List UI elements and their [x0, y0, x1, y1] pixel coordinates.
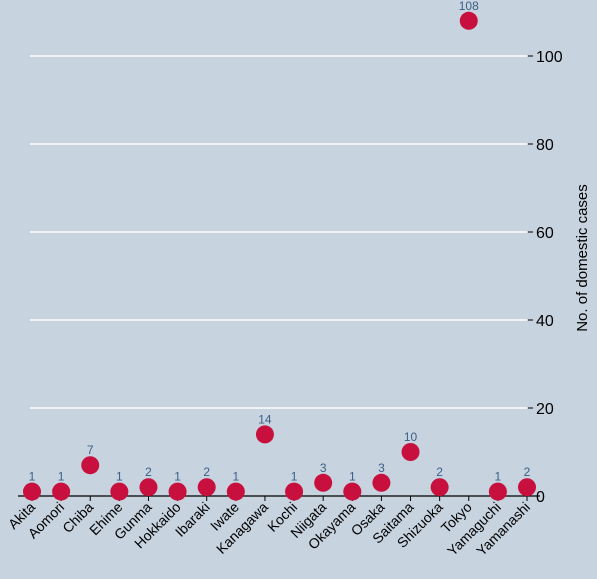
data-label: 1	[174, 470, 181, 484]
y-tick-label: 60	[536, 225, 554, 242]
data-label: 2	[436, 465, 443, 479]
data-label: 2	[145, 465, 152, 479]
data-label: 1	[29, 470, 36, 484]
data-label: 7	[87, 443, 94, 457]
data-point	[488, 482, 507, 501]
y-tick-label: 80	[536, 137, 554, 154]
grid-layer	[30, 55, 527, 409]
data-point	[343, 482, 362, 501]
y-tick-label: 0	[536, 489, 545, 506]
data-label: 3	[320, 461, 327, 475]
data-point	[23, 482, 41, 501]
y-tick-label: 40	[536, 313, 554, 330]
data-point	[255, 425, 274, 444]
data-label: 2	[524, 465, 531, 479]
data-point	[314, 473, 333, 492]
data-label: 1	[58, 470, 65, 484]
data-label: 108	[459, 0, 479, 13]
data-label: 1	[495, 470, 502, 484]
data-label: 2	[203, 465, 210, 479]
data-label: 14	[258, 412, 272, 426]
data-point	[401, 443, 420, 461]
data-point	[226, 482, 245, 501]
data-label: 3	[378, 461, 385, 475]
data-label: 10	[404, 430, 418, 444]
data-label: 1	[349, 470, 356, 484]
data-point	[430, 478, 449, 497]
y-axis-title: No. of domestic cases	[574, 184, 591, 332]
data-point	[459, 11, 478, 30]
data-point	[372, 473, 391, 492]
data-point	[168, 482, 187, 501]
data-label: 1	[232, 470, 239, 484]
y-tick-label: 100	[536, 49, 563, 66]
data-point	[110, 482, 129, 501]
data-label: 1	[291, 470, 298, 484]
data-point	[518, 478, 536, 497]
data-point	[81, 456, 100, 475]
data-point	[52, 482, 71, 501]
data-point	[285, 482, 304, 501]
axis-layer: 0 20 40 60 80 100	[18, 49, 563, 506]
mark-layer	[23, 11, 536, 501]
data-label: 1	[116, 470, 123, 484]
data-point	[197, 478, 216, 497]
label-layer: Akita1Aomori1Chiba7Ehime1Gunma2Hokkaido1…	[5, 0, 533, 559]
data-point	[139, 478, 158, 497]
y-tick-label: 20	[536, 401, 554, 418]
